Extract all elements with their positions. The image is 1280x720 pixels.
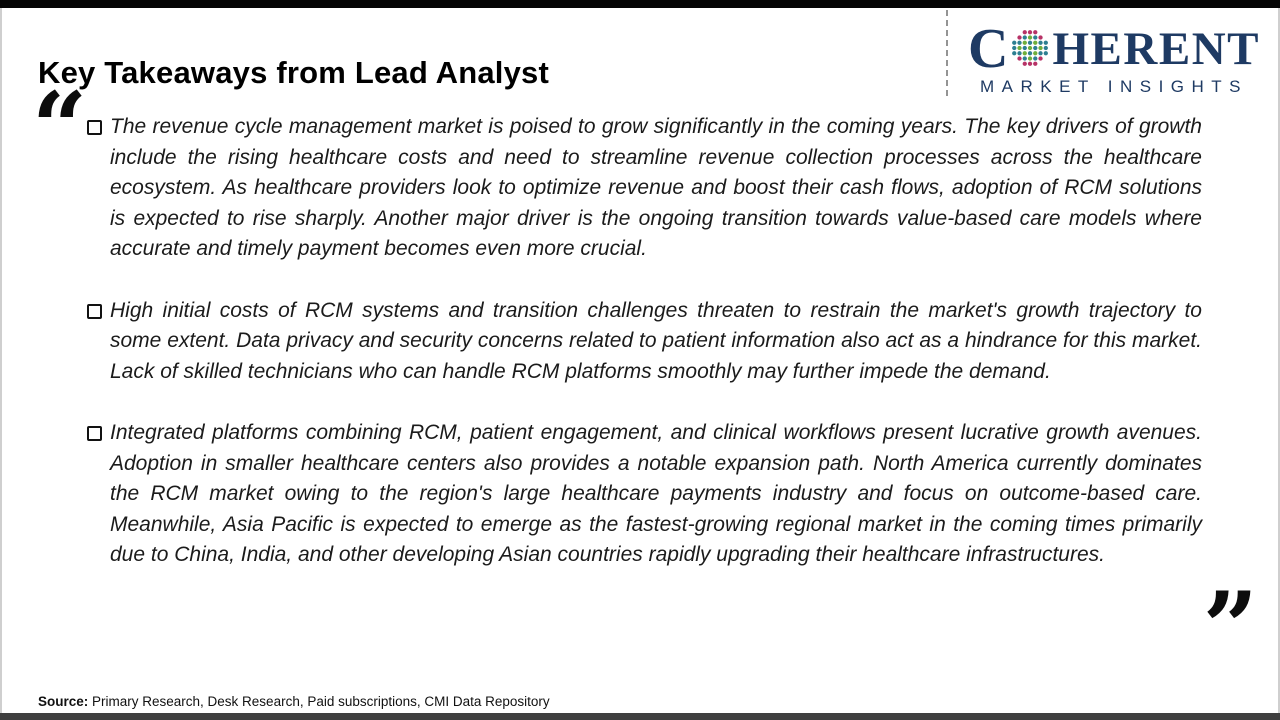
list-item: Integrated platforms combining RCM, pati…	[87, 418, 1202, 571]
logo-letter-c: C	[968, 18, 1009, 80]
takeaways-list: The revenue cycle management market is p…	[87, 112, 1202, 602]
bottom-border-bar	[0, 713, 1280, 720]
left-border	[0, 8, 2, 713]
logo-globe-icon	[1012, 30, 1049, 67]
logo-wordmark: C HERENT	[968, 18, 1260, 80]
logo-divider-dashed-line	[946, 10, 948, 96]
source-label: Source:	[38, 694, 89, 709]
takeaway-text: Integrated platforms combining RCM, pati…	[110, 421, 1202, 566]
source-line: Source: Primary Research, Desk Research,…	[38, 694, 550, 709]
takeaway-text: High initial costs of RCM systems and tr…	[110, 298, 1202, 383]
source-text: Primary Research, Desk Research, Paid su…	[88, 694, 550, 709]
list-item: High initial costs of RCM systems and tr…	[87, 296, 1202, 388]
checkbox-bullet-icon	[87, 426, 102, 441]
right-border	[1278, 8, 1280, 713]
logo-letters-herent: HERENT	[1052, 23, 1260, 76]
list-item: The revenue cycle management market is p…	[87, 112, 1202, 265]
page-title: Key Takeaways from Lead Analyst	[38, 54, 550, 90]
takeaway-text: The revenue cycle management market is p…	[110, 115, 1202, 260]
checkbox-bullet-icon	[87, 120, 102, 135]
company-logo: C HERENT MARKET INSIGHTS	[968, 18, 1260, 97]
checkbox-bullet-icon	[87, 303, 102, 319]
top-border-bar	[0, 0, 1280, 8]
logo-subtitle: MARKET INSIGHTS	[979, 77, 1249, 97]
